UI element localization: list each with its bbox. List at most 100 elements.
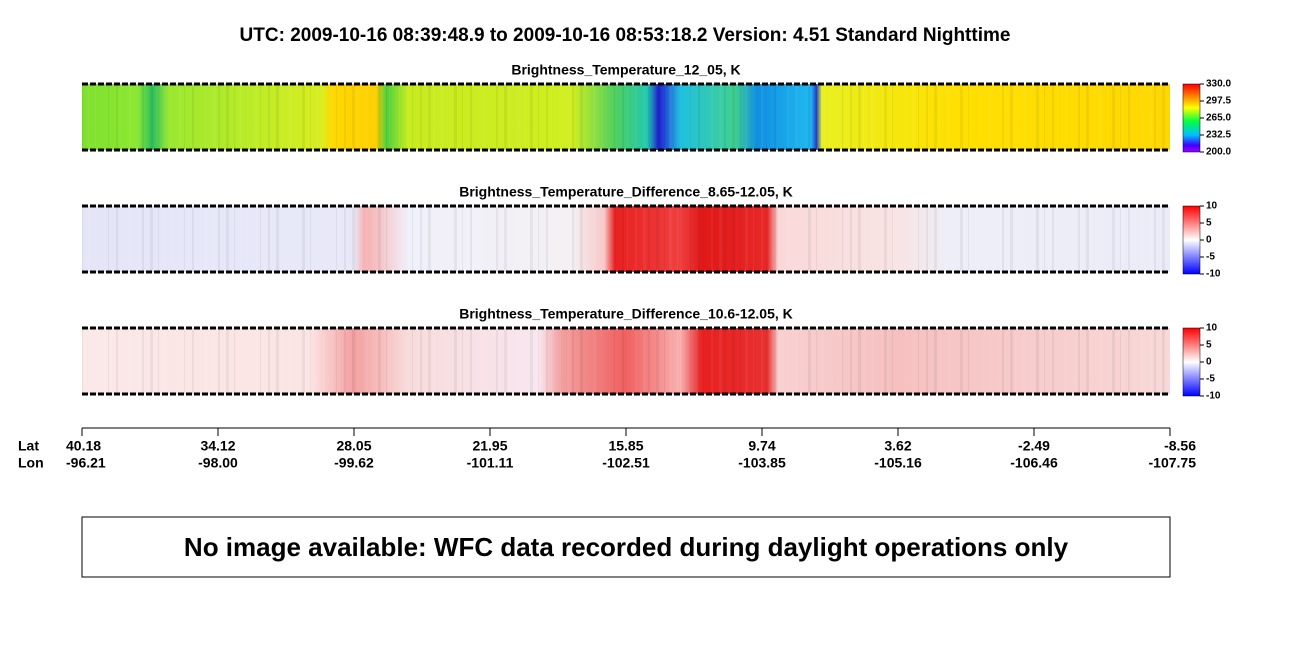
strip-texture: [496, 206, 498, 272]
strip-texture: [905, 84, 906, 150]
strip-texture: [95, 206, 96, 272]
lat-label: 15.85: [608, 438, 643, 454]
strip-texture: [276, 84, 279, 150]
strip-texture: [538, 328, 539, 394]
strip-texture: [698, 84, 700, 150]
strip-texture: [622, 328, 624, 394]
strip-texture: [179, 206, 181, 272]
strip-texture: [234, 328, 235, 394]
strip-texture: [627, 328, 628, 394]
strip-texture: [850, 328, 852, 394]
strip-texture: [989, 328, 991, 394]
strip-texture: [192, 84, 194, 150]
strip-texture: [142, 84, 144, 150]
strip-texture: [530, 206, 533, 272]
strip-texture: [926, 206, 928, 272]
strip-texture: [433, 206, 435, 272]
strip-texture: [766, 206, 767, 272]
strip-texture: [1107, 206, 1108, 272]
strip-texture: [239, 206, 242, 272]
strip-texture: [525, 206, 526, 272]
strip-texture: [690, 84, 691, 150]
strip-texture: [462, 206, 463, 272]
strip-texture: [947, 84, 950, 150]
strip-texture: [1023, 84, 1026, 150]
strip-texture: [137, 328, 140, 394]
strip-texture: [302, 328, 305, 394]
strip-texture: [580, 328, 583, 394]
strip-texture: [1002, 328, 1004, 394]
strip-texture: [719, 206, 722, 272]
strip-texture: [761, 328, 763, 394]
strip-texture: [981, 206, 982, 272]
strip-texture: [179, 84, 181, 150]
axis-label: Lon: [18, 455, 44, 471]
strip-texture: [441, 84, 444, 150]
strip-texture: [171, 206, 172, 272]
strip-texture: [1044, 84, 1045, 150]
strip-texture: [627, 84, 628, 150]
strip-texture: [470, 206, 472, 272]
strip-texture: [1107, 84, 1108, 150]
strip-texture: [816, 84, 817, 150]
strip-texture: [1052, 206, 1054, 272]
strip-texture: [934, 206, 937, 272]
strip-texture: [1120, 84, 1121, 150]
strip-texture: [433, 328, 435, 394]
strip-texture: [677, 206, 678, 272]
strip-texture: [913, 84, 915, 150]
strip-texture: [795, 206, 798, 272]
strip-texture: [420, 206, 422, 272]
strip-texture: [648, 84, 650, 150]
strip-texture: [1162, 328, 1165, 394]
strip-texture: [158, 84, 159, 150]
strip-texture: [761, 84, 763, 150]
strip-texture: [740, 84, 741, 150]
strip-texture: [627, 206, 628, 272]
message: No image available: WFC data recorded du…: [184, 532, 1069, 562]
strip-texture: [373, 84, 374, 150]
strip-texture: [732, 84, 735, 150]
panel-title: Brightness_Temperature_12_05, K: [511, 62, 740, 78]
strip-texture: [648, 328, 650, 394]
strip-texture: [753, 328, 754, 394]
strip-texture: [1078, 206, 1080, 272]
strip-texture: [331, 84, 333, 150]
lat-label: 3.62: [884, 438, 911, 454]
strip-texture: [192, 328, 194, 394]
colorbar-tick-label: 10: [1206, 323, 1218, 334]
strip-texture: [1149, 84, 1152, 150]
strip-texture: [373, 206, 374, 272]
heat-strip: [82, 84, 1170, 150]
strip-texture: [648, 206, 650, 272]
strip-texture: [567, 328, 570, 394]
strip-texture: [407, 84, 409, 150]
strip-texture: [150, 206, 153, 272]
strip-texture: [323, 328, 324, 394]
strip-texture: [260, 206, 261, 272]
strip-texture: [412, 206, 413, 272]
strip-texture: [939, 206, 941, 272]
panel-title: Brightness_Temperature_Difference_8.65-1…: [459, 184, 793, 200]
strip-texture: [858, 206, 861, 272]
strip-texture: [837, 328, 839, 394]
strip-texture: [483, 206, 485, 272]
strip-texture: [289, 206, 292, 272]
strip-texture: [724, 328, 726, 394]
strip-texture: [433, 84, 435, 150]
strip-texture: [1112, 206, 1115, 272]
strip-texture: [821, 206, 824, 272]
strip-texture: [884, 328, 887, 394]
strip-texture: [905, 328, 906, 394]
strip-texture: [268, 328, 270, 394]
strip-texture: [218, 84, 220, 150]
strip-texture: [1015, 206, 1017, 272]
strip-texture: [567, 84, 570, 150]
strip-texture: [150, 328, 153, 394]
strip-texture: [1031, 328, 1032, 394]
strip-texture: [386, 328, 387, 394]
strip-texture: [787, 328, 789, 394]
strip-texture: [205, 206, 207, 272]
strip-texture: [1107, 328, 1108, 394]
